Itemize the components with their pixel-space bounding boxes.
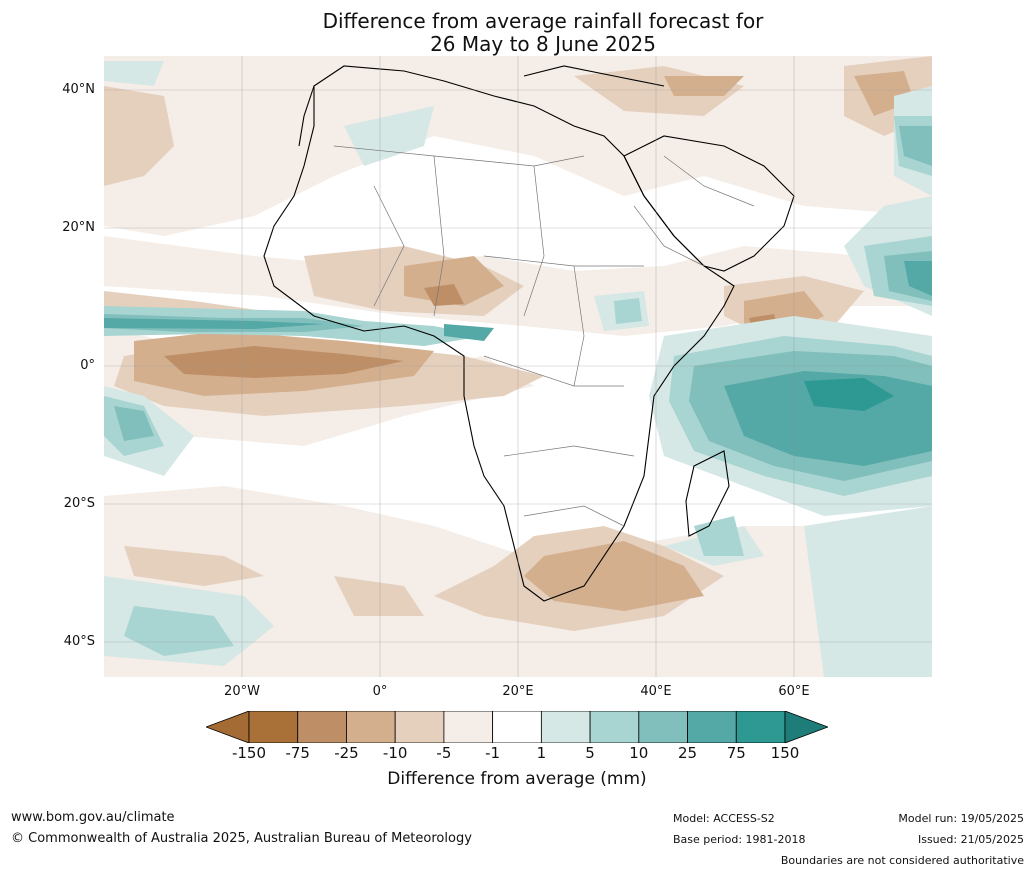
title-line-2: 26 May to 8 June 2025: [430, 32, 656, 56]
colorbar-tick-label: -150: [231, 744, 267, 762]
coastlines: [263, 65, 795, 602]
colorbar-box-8: [638, 710, 688, 744]
colorbar-box-9: [687, 710, 737, 744]
graticule: [104, 56, 932, 677]
colorbar: [204, 710, 830, 744]
colorbar-tick-label: 75: [726, 744, 746, 762]
colorbar-box-4: [443, 710, 494, 744]
lat-label-0: 0°: [80, 358, 95, 373]
lon-label-40e: 40°E: [640, 684, 672, 699]
colorbar-arrow-right: [784, 710, 830, 744]
footer-copyright: © Commonwealth of Australia 2025, Austra…: [11, 831, 472, 846]
colorbar-tick-label: 5: [585, 744, 595, 762]
footer-model: Model: ACCESS-S2: [673, 812, 775, 825]
lat-label-40s: 40°S: [63, 634, 95, 649]
colorbar-arrow-left: [204, 710, 250, 744]
colorbar-box-1: [297, 710, 347, 744]
colorbar-tick-label: -1: [485, 744, 501, 762]
rainfall-map: [104, 56, 932, 677]
colorbar-tick-label: 1: [536, 744, 547, 762]
footer-issued: Issued: 21/05/2025: [917, 833, 1024, 846]
lat-label-20s: 20°S: [63, 496, 95, 511]
colorbar-tick-label: 25: [677, 744, 698, 762]
footer-model-run: Model run: 19/05/2025: [898, 812, 1024, 825]
footer-base-period: Base period: 1981-2018: [673, 833, 806, 846]
colorbar-tick-label: -75: [285, 744, 310, 762]
colorbar-svg: [204, 710, 830, 744]
colorbar-tick-label: -25: [334, 744, 359, 762]
colorbar-box-3: [394, 710, 445, 744]
lon-label-0: 0°: [372, 684, 388, 699]
colorbar-label: Difference from average (mm): [387, 769, 647, 789]
colorbar-tick-label: -10: [382, 744, 408, 762]
lon-label-60e: 60°E: [778, 684, 810, 699]
colorbar-box-10: [735, 710, 786, 744]
colorbar-tick-label: -5: [436, 744, 452, 762]
colorbar-tick-label: 150: [770, 744, 800, 762]
colorbar-box-0: [248, 710, 299, 744]
colorbar-tick-label: 10: [629, 744, 649, 762]
title-line-1: Difference from average rainfall forecas…: [322, 9, 764, 33]
lon-label-20w: 20°W: [224, 684, 260, 699]
map-svg: [104, 56, 932, 677]
lat-label-20n: 20°N: [62, 220, 95, 235]
lat-label-40n: 40°N: [62, 82, 95, 97]
anomaly-fill-extreme-wet: [804, 378, 894, 411]
colorbar-box-6: [540, 710, 591, 744]
lon-label-20e: 20°E: [502, 684, 534, 699]
colorbar-box-5: [492, 710, 542, 744]
footer-disclaimer: Boundaries are not considered authoritat…: [780, 854, 1024, 867]
footer-url[interactable]: www.bom.gov.au/climate: [11, 810, 175, 825]
colorbar-box-7: [589, 710, 640, 744]
map-title: Difference from average rainfall forecas…: [0, 10, 1035, 56]
colorbar-box-2: [346, 710, 396, 744]
